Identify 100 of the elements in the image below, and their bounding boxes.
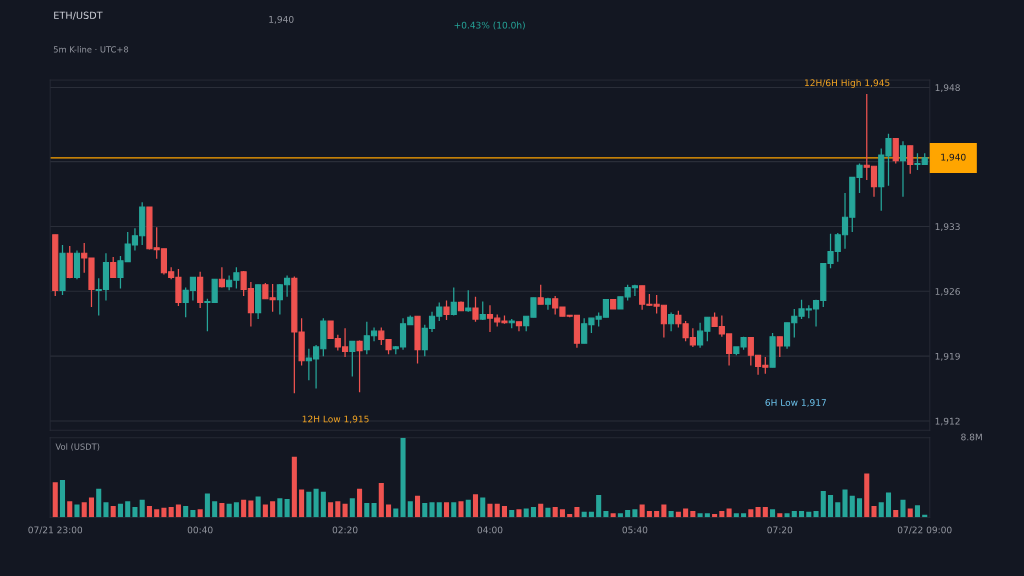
bar	[117, 503, 123, 518]
annotation: 6H Low 1,917	[765, 399, 826, 407]
bar	[197, 509, 203, 518]
bar	[59, 479, 66, 518]
candlestick	[907, 145, 914, 175]
bar	[770, 509, 776, 518]
bar	[110, 506, 116, 518]
bar	[146, 506, 152, 518]
y-tick-label: 1,926	[935, 288, 960, 296]
bar	[827, 494, 834, 518]
bar	[132, 506, 138, 518]
bar	[530, 506, 536, 518]
bar	[451, 502, 457, 518]
x-tick-label: 07:20	[767, 526, 793, 534]
text: 8.8M	[961, 433, 982, 441]
bar	[465, 499, 471, 518]
bar	[306, 491, 312, 518]
bar	[349, 498, 355, 518]
bar	[683, 508, 689, 518]
bar	[719, 510, 725, 518]
bar	[248, 500, 254, 518]
bar	[342, 503, 348, 518]
bar	[864, 473, 870, 518]
x-tick-label: 00:40	[187, 526, 213, 534]
candlestick	[537, 284, 544, 305]
bar	[378, 483, 384, 518]
text: +0.43% (10.0h)	[454, 21, 525, 30]
bar	[74, 504, 80, 518]
bar	[856, 498, 863, 518]
bar	[799, 510, 805, 518]
bar	[596, 494, 602, 518]
bar	[480, 497, 486, 518]
bar	[212, 501, 218, 518]
bar	[190, 510, 196, 518]
bar	[849, 495, 855, 518]
annotation: 12H/6H High 1,945	[805, 79, 890, 88]
bar	[494, 503, 500, 518]
y-tick-label: 1,912	[935, 417, 960, 426]
bar	[241, 499, 247, 518]
bar	[690, 510, 696, 518]
bar	[81, 502, 87, 518]
bar	[52, 482, 58, 518]
bar	[364, 502, 370, 518]
bar	[320, 491, 326, 518]
bar	[139, 499, 145, 518]
bar	[277, 498, 283, 518]
bar	[726, 508, 732, 518]
bar	[523, 508, 529, 518]
bar	[552, 506, 558, 518]
bar	[603, 510, 609, 518]
bar	[328, 502, 334, 518]
bar	[639, 504, 645, 518]
bar	[733, 513, 739, 518]
bar	[567, 514, 573, 518]
bar	[646, 510, 652, 518]
x-tick-label: 04:00	[477, 526, 503, 534]
bar	[668, 510, 674, 518]
bar	[617, 513, 623, 518]
bar	[226, 503, 232, 518]
annotation: 12H Low 1,915	[302, 415, 369, 424]
bar	[755, 506, 761, 518]
bar	[509, 510, 515, 518]
bar	[125, 501, 131, 518]
bar	[67, 501, 73, 518]
bar	[219, 502, 225, 518]
bar	[262, 504, 268, 518]
chart-subtitle: 5m K-line · UTC+8	[53, 46, 129, 53]
bar	[661, 504, 667, 518]
candlestick	[450, 286, 457, 317]
candlestick	[899, 140, 907, 198]
bar	[784, 513, 790, 518]
x-tick-label: 05:40	[622, 526, 648, 534]
bar	[291, 456, 297, 518]
bar	[712, 514, 718, 518]
bar	[96, 488, 102, 518]
bar	[610, 513, 616, 518]
bar	[233, 502, 239, 518]
bar	[429, 502, 435, 518]
bar	[538, 503, 544, 518]
bar	[654, 510, 660, 518]
bar	[407, 501, 413, 518]
bar	[284, 498, 290, 518]
bar	[878, 502, 884, 518]
bar	[893, 510, 899, 518]
bar	[748, 509, 754, 518]
bar	[885, 492, 892, 518]
candlestick	[892, 137, 899, 165]
candlestick	[218, 266, 225, 289]
bar	[436, 502, 442, 518]
candlestick	[668, 311, 675, 332]
bar	[777, 513, 783, 518]
bar	[487, 503, 493, 518]
bar	[386, 504, 392, 518]
y-tick-label: 1,919	[935, 352, 960, 361]
bar	[704, 513, 710, 518]
candlestick	[110, 256, 117, 279]
candlestick	[349, 340, 356, 378]
candlestick	[443, 299, 450, 321]
bar	[632, 509, 638, 518]
bar	[820, 491, 826, 518]
